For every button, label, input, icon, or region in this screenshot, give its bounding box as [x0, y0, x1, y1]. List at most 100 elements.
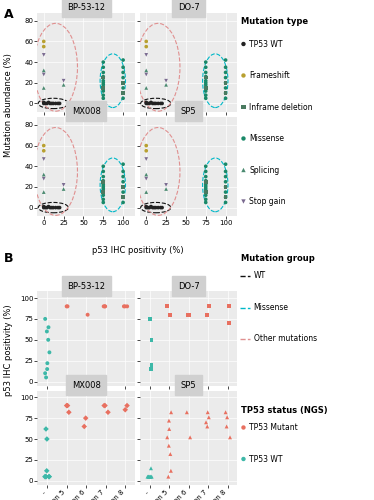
Point: [143, 70, 149, 78]
Point: [240, 40, 246, 48]
Point: [143, 170, 149, 178]
Point: [163, 181, 169, 189]
Point: [203, 176, 209, 184]
Point: [157, 100, 163, 108]
Title: SP5: SP5: [181, 380, 196, 390]
Point: [55, 204, 61, 212]
Title: MX008: MX008: [72, 107, 101, 116]
Point: [50, 100, 56, 108]
Point: [143, 202, 149, 210]
Point: [223, 89, 229, 97]
Point: [203, 188, 209, 196]
Text: p53 IHC positivity (%): p53 IHC positivity (%): [92, 246, 183, 255]
Point: [105, 408, 111, 416]
Point: [120, 89, 126, 97]
Point: [42, 370, 48, 378]
Point: [41, 155, 47, 163]
Point: [203, 162, 209, 170]
Point: [206, 414, 212, 422]
Point: [46, 98, 52, 106]
Point: [143, 204, 149, 212]
Point: [81, 422, 87, 430]
Point: [223, 168, 229, 175]
Point: [146, 204, 152, 212]
Text: Mutation group: Mutation group: [241, 254, 315, 263]
Point: [122, 302, 128, 310]
Point: [143, 188, 149, 196]
Point: [120, 68, 126, 76]
Text: Mutation abundance (%): Mutation abundance (%): [4, 53, 13, 157]
Point: [163, 76, 169, 84]
Point: [223, 89, 229, 97]
Point: [203, 185, 209, 193]
Point: [100, 168, 106, 175]
Point: [203, 168, 209, 175]
Point: [41, 174, 47, 182]
Point: [187, 434, 193, 442]
Point: [150, 204, 156, 212]
Point: [44, 328, 50, 336]
Point: [41, 42, 47, 50]
Point: [49, 204, 55, 212]
Point: [100, 94, 106, 102]
Point: [100, 162, 106, 170]
Point: [227, 434, 233, 442]
Point: [148, 365, 154, 373]
Point: [223, 79, 229, 87]
Point: [100, 191, 106, 199]
Point: [143, 84, 149, 92]
Point: [61, 181, 67, 189]
Point: [47, 100, 53, 108]
Point: [148, 472, 154, 480]
Point: [203, 178, 209, 186]
Point: [143, 174, 149, 182]
Point: [240, 134, 246, 142]
Text: A: A: [4, 8, 13, 20]
Point: [164, 434, 170, 442]
Point: [47, 204, 53, 212]
Point: [163, 81, 169, 89]
Point: [186, 310, 192, 318]
Point: [41, 188, 47, 196]
Point: [56, 204, 62, 212]
Point: [226, 319, 232, 327]
Point: [240, 72, 246, 80]
Point: [203, 74, 209, 82]
Point: [223, 198, 229, 206]
Point: [41, 202, 47, 210]
Point: [100, 81, 106, 89]
Point: [143, 155, 149, 163]
Point: [120, 160, 126, 168]
Point: [143, 147, 149, 155]
Point: [145, 204, 151, 212]
Point: [165, 472, 171, 480]
Title: SP5: SP5: [181, 107, 196, 116]
Point: [163, 185, 169, 193]
Point: [223, 74, 229, 82]
Point: [124, 302, 130, 310]
Point: [41, 147, 47, 155]
Point: [120, 194, 126, 202]
Point: [153, 204, 159, 212]
Point: [120, 183, 126, 191]
Point: [100, 74, 106, 82]
Point: [49, 100, 55, 108]
Text: TP53 Mutant: TP53 Mutant: [249, 423, 298, 432]
Text: Other mutations: Other mutations: [254, 334, 317, 343]
Point: [223, 194, 229, 202]
Point: [223, 194, 229, 202]
Point: [120, 84, 126, 92]
Point: [203, 198, 209, 206]
Point: [146, 100, 152, 108]
Point: [41, 38, 47, 46]
Text: WT: WT: [254, 271, 266, 280]
Point: [223, 408, 229, 416]
Point: [100, 87, 106, 95]
Point: [203, 81, 209, 89]
Point: [120, 198, 126, 206]
Point: [203, 76, 209, 84]
Point: [50, 204, 56, 212]
Point: [44, 204, 50, 212]
Point: [168, 408, 174, 416]
Point: [185, 310, 191, 318]
